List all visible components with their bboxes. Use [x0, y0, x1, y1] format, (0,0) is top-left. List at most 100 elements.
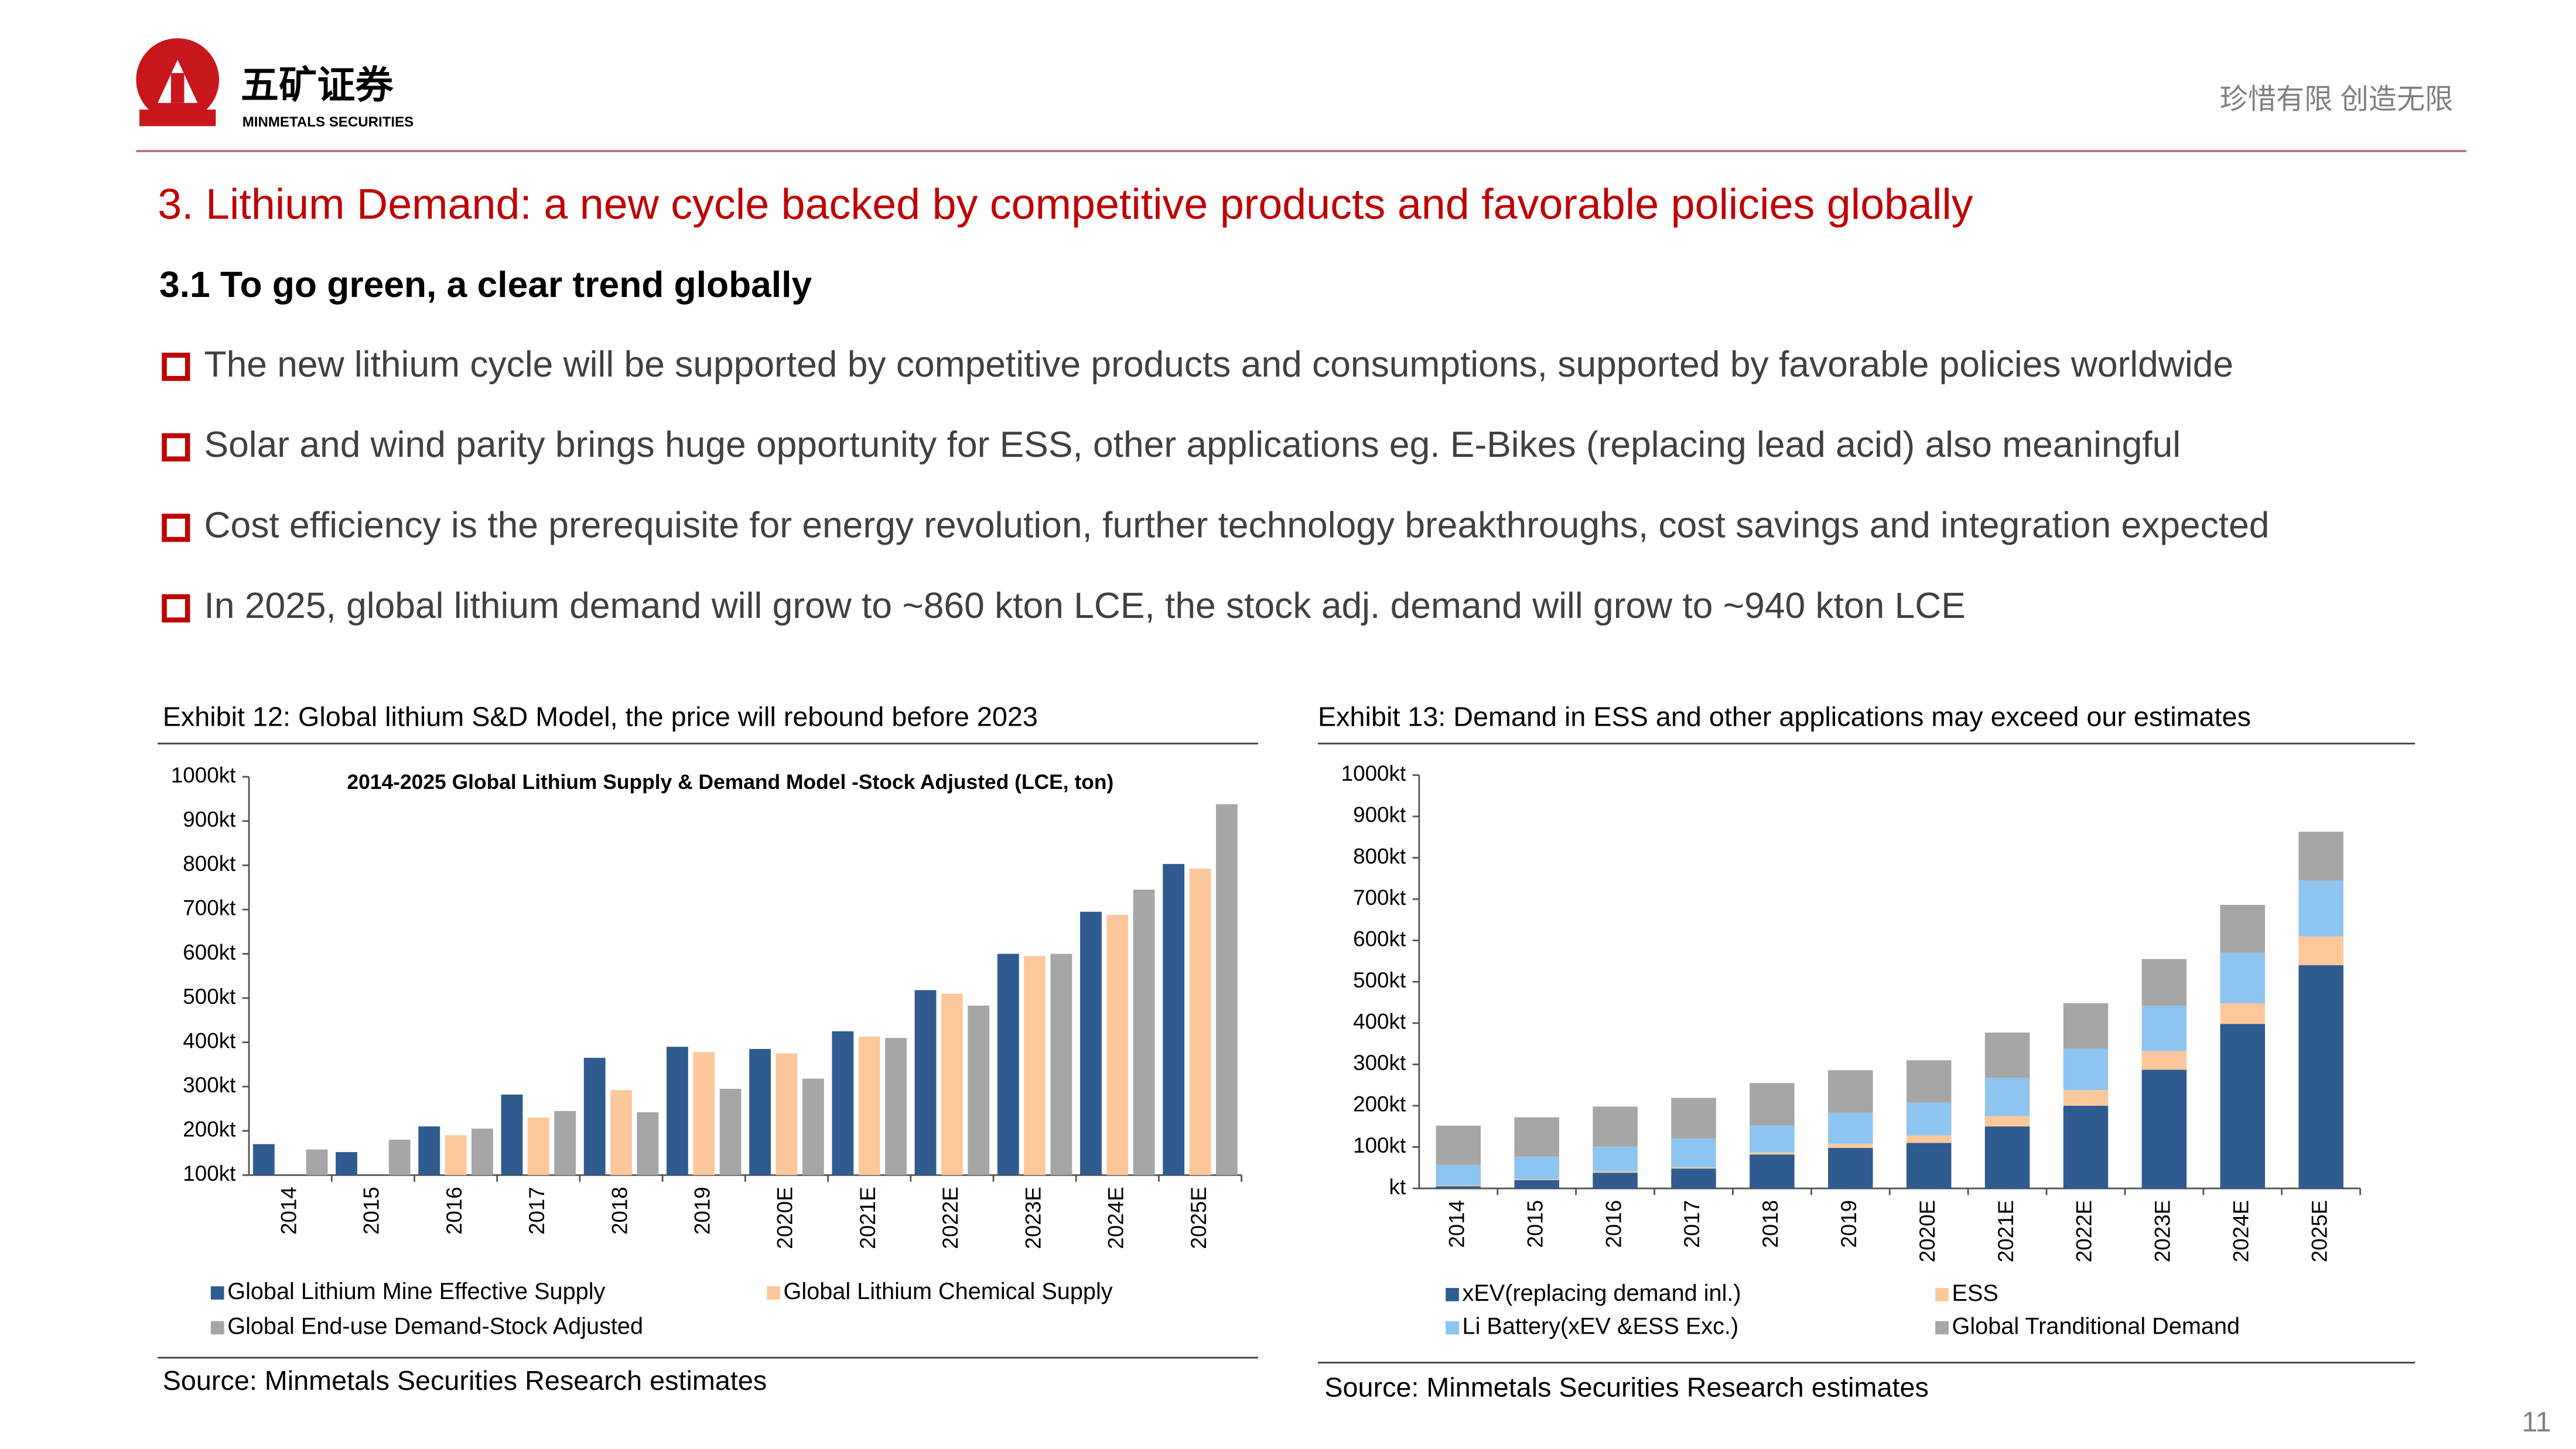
bar-segment: [1750, 1152, 1795, 1155]
bar: [997, 954, 1019, 1175]
bar-segment: [1984, 1116, 2030, 1127]
legend-swatch: [767, 1286, 780, 1300]
x-tick-label: 2015: [360, 1187, 384, 1235]
legend-label: Global Lithium Mine Effective Supply: [227, 1279, 605, 1304]
y-tick-label: 100kt: [183, 1161, 235, 1185]
bar: [1106, 915, 1129, 1175]
x-tick-label: 2022E: [938, 1187, 962, 1249]
slogan: 珍惜有限 创造无限: [2220, 84, 2454, 115]
bar-segment: [2220, 904, 2266, 953]
exhibit-caption: Exhibit 13: Demand in ESS and other appl…: [1318, 701, 2251, 732]
bullet-icon: [162, 514, 190, 542]
bar: [1050, 954, 1072, 1175]
bar-segment: [1828, 1147, 1873, 1189]
bar: [802, 1078, 824, 1175]
x-tick-label: 2017: [525, 1187, 549, 1235]
legend-label: Global End-use Demand-Stock Adjusted: [227, 1314, 643, 1339]
bar-segment: [1671, 1168, 1716, 1189]
bar-segment: [1750, 1125, 1795, 1153]
bar: [832, 1031, 854, 1175]
bar: [445, 1135, 467, 1175]
bar: [941, 993, 963, 1175]
bar: [1215, 804, 1238, 1175]
y-tick-label: 1000kt: [171, 763, 236, 787]
x-tick-label: 2023E: [1021, 1187, 1045, 1249]
bar: [472, 1129, 493, 1175]
bar-segment: [1593, 1146, 1638, 1172]
page-number: 11: [2522, 1406, 2551, 1438]
legend-swatch: [210, 1286, 224, 1300]
bar-segment: [2298, 880, 2343, 937]
legend-label: Global Tranditional Demand: [1952, 1314, 2240, 1339]
bar-segment: [1828, 1070, 1873, 1113]
x-tick-label: 2014: [1445, 1200, 1469, 1248]
bar-segment: [1593, 1171, 1638, 1173]
y-tick-label: 400kt: [1353, 1010, 1406, 1034]
bar-segment: [2298, 832, 2343, 881]
bar: [693, 1052, 715, 1175]
bar-segment: [1750, 1154, 1795, 1189]
x-tick-label: 2019: [1837, 1200, 1861, 1248]
x-tick-label: 2017: [1680, 1200, 1704, 1248]
y-tick-label: 200kt: [1353, 1092, 1406, 1116]
legend-label: Global Lithium Chemical Supply: [784, 1279, 1113, 1304]
x-tick-label: 2020E: [773, 1187, 797, 1249]
y-tick-label: 300kt: [183, 1073, 235, 1097]
bar-segment: [1750, 1083, 1795, 1126]
bar-segment: [2141, 1069, 2187, 1189]
logo: [136, 38, 220, 127]
company-name-en: MINMETALS SECURITIES: [242, 114, 414, 130]
y-tick-label: 800kt: [183, 852, 235, 876]
bar-segment: [1671, 1098, 1716, 1139]
x-tick-label: 2024E: [1104, 1187, 1128, 1249]
bar: [637, 1112, 659, 1175]
bar: [719, 1089, 742, 1175]
legend-label: Li Battery(xEV &ESS Exc.): [1463, 1314, 1739, 1339]
bar: [1080, 911, 1102, 1175]
bar-segment: [1514, 1117, 1559, 1157]
bullet-text: Cost efficiency is the prerequisite for …: [204, 505, 2270, 546]
y-tick-label: 900kt: [1353, 803, 1406, 827]
bar-segment: [1984, 1033, 2030, 1078]
y-tick-label: 600kt: [1353, 927, 1406, 951]
bar-segment: [1593, 1106, 1638, 1147]
y-tick-label: 500kt: [1353, 968, 1406, 992]
bar-segment: [2298, 965, 2343, 1189]
legend-label: xEV(replacing demand inl.): [1463, 1280, 1741, 1306]
y-tick-label: 400kt: [183, 1028, 235, 1052]
bar-segment: [2220, 952, 2266, 1003]
bar: [749, 1049, 771, 1175]
bar: [554, 1110, 576, 1175]
bullet-icon: [162, 433, 190, 462]
y-tick-label: 300kt: [1353, 1051, 1406, 1075]
bar-segment: [1828, 1143, 1873, 1148]
bar: [252, 1144, 275, 1175]
bar-segment: [1671, 1167, 1716, 1169]
bar: [914, 990, 937, 1175]
bar: [610, 1090, 632, 1175]
legend-swatch: [1446, 1321, 1459, 1335]
section-title: 3.1 To go green, a clear trend globally: [159, 265, 812, 305]
bar-segment: [2141, 959, 2187, 1006]
bar-segment: [1984, 1078, 2030, 1116]
bar-segment: [1436, 1125, 1481, 1165]
bar: [527, 1117, 549, 1175]
x-tick-label: 2025E: [2307, 1200, 2331, 1263]
chart-title: 2014-2025 Global Lithium Supply & Demand…: [347, 770, 1113, 794]
bar-segment: [1514, 1180, 1559, 1189]
bar-segment: [1514, 1156, 1559, 1180]
bar: [388, 1139, 411, 1175]
bar-segment: [1436, 1164, 1481, 1186]
bar-segment: [1828, 1112, 1873, 1144]
x-tick-label: 2018: [1758, 1200, 1782, 1248]
bar-segment: [2141, 1051, 2187, 1070]
legend-swatch: [210, 1321, 224, 1335]
y-tick-label: kt: [1389, 1175, 1406, 1199]
x-tick-label: 2014: [276, 1187, 300, 1235]
bullet-text: Solar and wind parity brings huge opport…: [204, 425, 2181, 465]
y-tick-label: 500kt: [183, 985, 235, 1009]
x-tick-label: 2024E: [2229, 1200, 2253, 1263]
x-tick-label: 2020E: [1915, 1200, 1939, 1263]
slide-title: 3. Lithium Demand: a new cycle backed by…: [158, 180, 1973, 228]
